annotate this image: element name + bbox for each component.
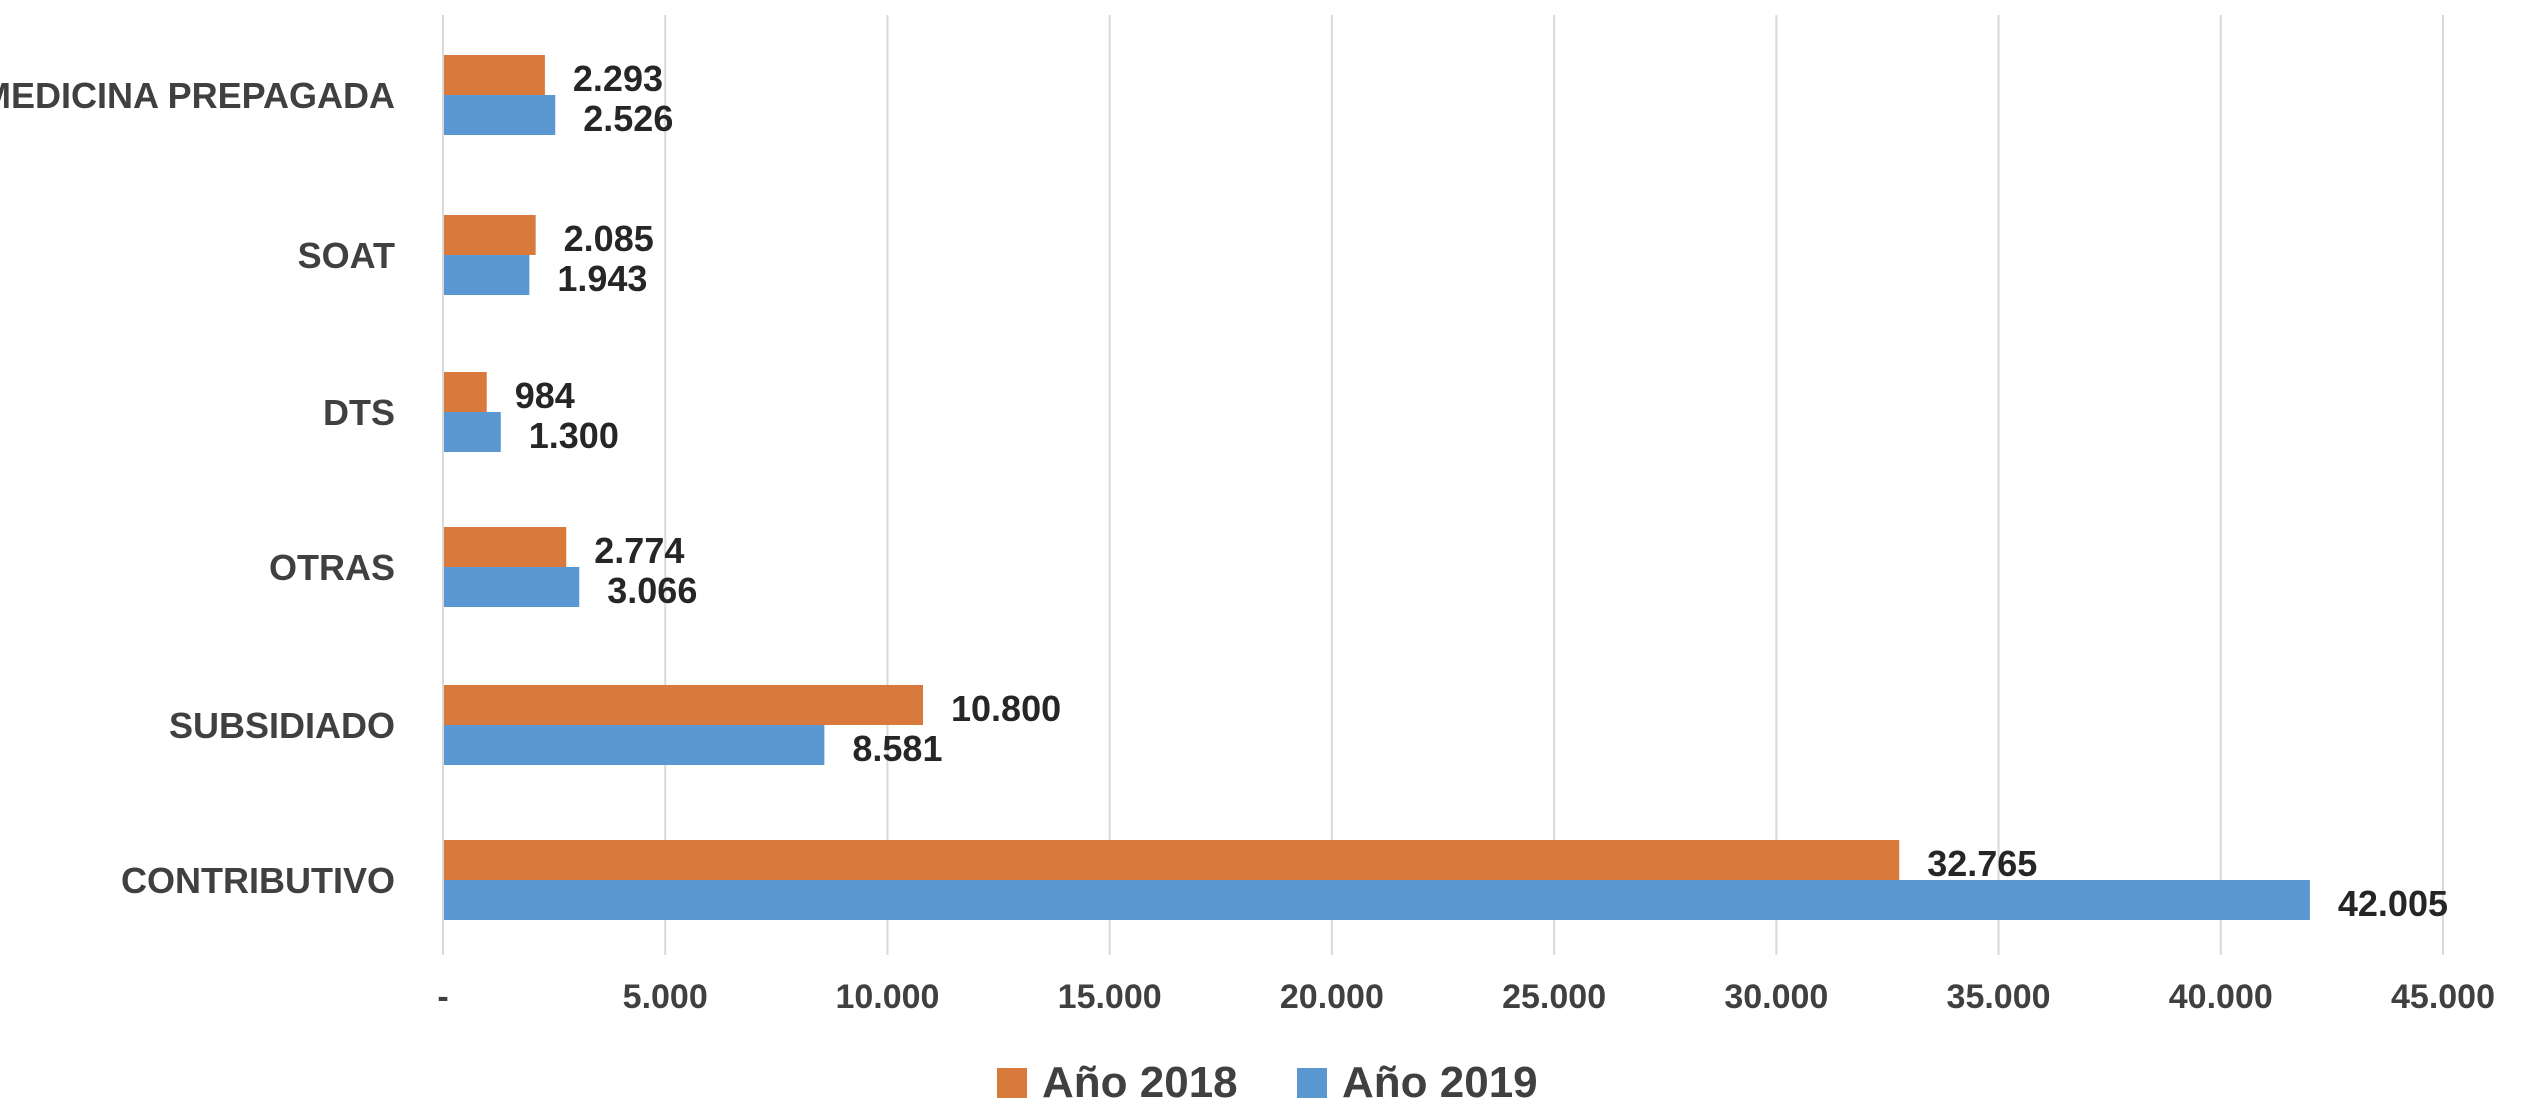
x-tick-label: 25.000: [1502, 978, 1606, 1016]
category-label: MEDICINA PREPAGADA: [0, 75, 395, 116]
bar-2018-medicina-prepagada: [443, 55, 545, 95]
grid-lines: [664, 15, 2444, 955]
bar-2018-subsidiado: [443, 685, 923, 725]
data-label: 32.765: [1927, 843, 2037, 884]
category-label: SOAT: [298, 235, 395, 276]
data-label: 42.005: [2338, 883, 2448, 924]
bars: [443, 55, 2310, 920]
data-label: 2.293: [573, 58, 663, 99]
x-tick-label: 20.000: [1280, 978, 1384, 1016]
legend-swatch-2018: [997, 1068, 1027, 1098]
x-tick-label: 5.000: [623, 978, 708, 1016]
data-label: 1.943: [557, 258, 647, 299]
legend: Año 2018 Año 2019: [997, 1058, 1538, 1107]
data-label: 984: [515, 375, 575, 416]
category-label: DTS: [323, 392, 395, 433]
x-tick-label: 45.000: [2391, 978, 2495, 1016]
legend-label-2019: Año 2019: [1342, 1058, 1538, 1107]
bar-2019-soat: [443, 255, 530, 295]
data-label: 2.526: [583, 98, 673, 139]
bar-2019-contributivo: [443, 880, 2310, 920]
bar-2018-dts: [443, 372, 487, 412]
x-tick-label: 30.000: [1724, 978, 1828, 1016]
bar-2018-soat: [443, 215, 536, 255]
bar-2018-contributivo: [443, 840, 1900, 880]
data-label: 2.774: [594, 530, 684, 571]
bar-2019-otras: [443, 567, 580, 607]
x-tick-label: 10.000: [835, 978, 939, 1016]
x-tick-label: 35.000: [1947, 978, 2051, 1016]
data-label: 1.300: [529, 415, 619, 456]
data-label: 10.800: [951, 688, 1061, 729]
data-label: 3.066: [607, 570, 697, 611]
bar-2019-medicina-prepagada: [443, 95, 556, 135]
legend-swatch-2019: [1297, 1068, 1327, 1098]
category-label: CONTRIBUTIVO: [121, 860, 395, 901]
bar-2019-dts: [443, 412, 501, 452]
legend-label-2018: Año 2018: [1042, 1058, 1238, 1107]
category-label: SUBSIDIADO: [169, 705, 395, 746]
data-label: 8.581: [852, 728, 942, 769]
bar-2018-otras: [443, 527, 567, 567]
x-tick-label: 15.000: [1058, 978, 1162, 1016]
x-tick-label: -: [437, 978, 448, 1016]
axes: - 5.000 10.000 15.000 20.000 25.000 30.000 35.0…: [0, 15, 2495, 1016]
bar-2019-subsidiado: [443, 725, 825, 765]
x-tick-label: 40.000: [2169, 978, 2273, 1016]
category-label: OTRAS: [269, 547, 395, 588]
data-label: 2.085: [564, 218, 654, 259]
